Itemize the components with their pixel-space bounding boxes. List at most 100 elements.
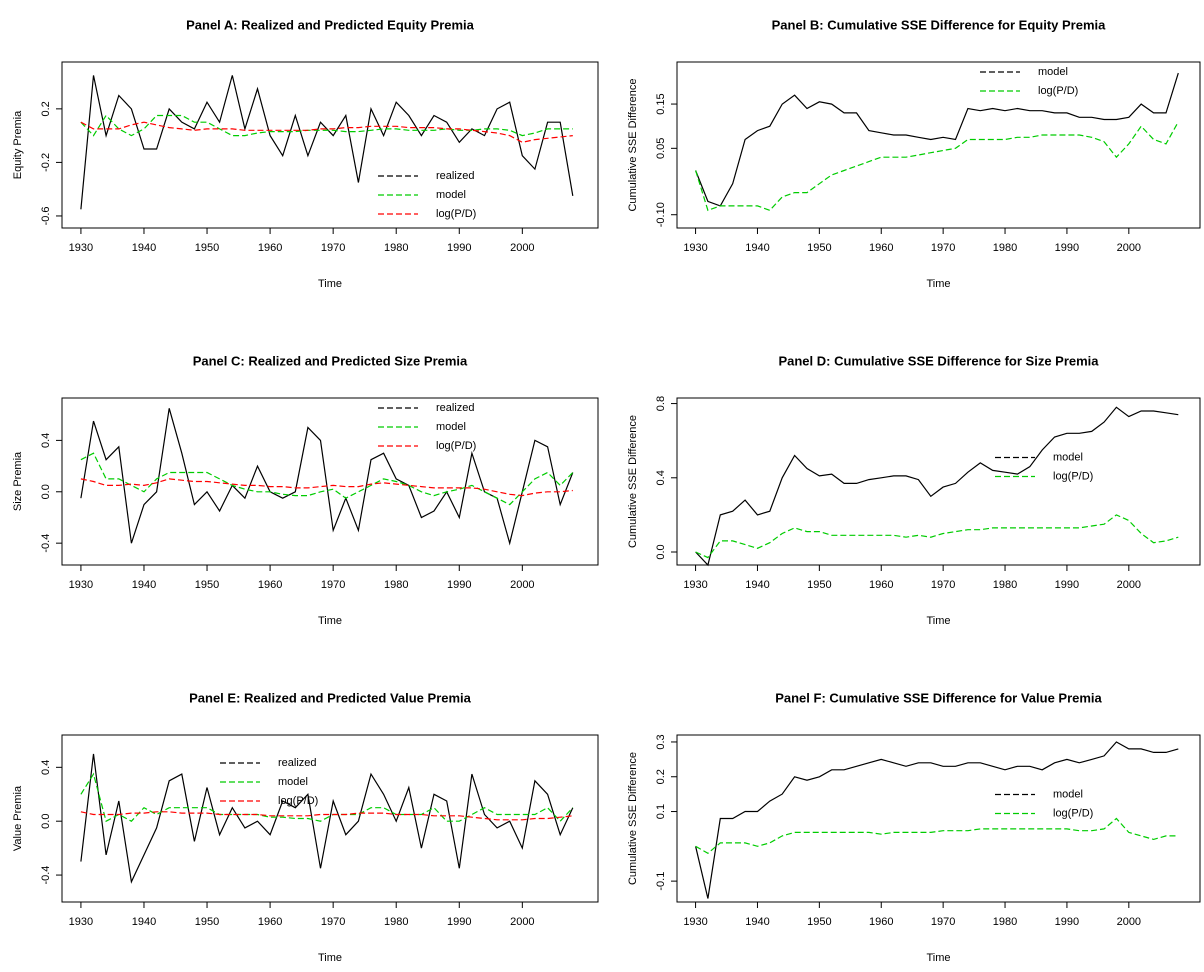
x-axis-label: Time bbox=[926, 952, 950, 964]
x-axis-label: Time bbox=[318, 952, 342, 964]
legend-label: realized bbox=[436, 170, 475, 182]
x-tick-label: 1970 bbox=[321, 579, 345, 591]
panel-title: Panel D: Cumulative SSE Difference for S… bbox=[778, 353, 1099, 368]
x-tick-label: 1960 bbox=[258, 916, 282, 928]
y-tick-label: -0.2 bbox=[40, 153, 52, 172]
series-line bbox=[80, 753, 574, 884]
panel: Panel F: Cumulative SSE Difference for V… bbox=[627, 690, 1201, 964]
y-tick-label: 0.4 bbox=[40, 433, 52, 448]
x-tick-label: 1990 bbox=[447, 242, 471, 254]
legend-label: log(P/D) bbox=[436, 440, 476, 452]
y-tick-label: -0.4 bbox=[40, 866, 52, 885]
y-tick-label: 0.0 bbox=[40, 814, 52, 829]
x-tick-label: 1960 bbox=[869, 916, 893, 928]
x-tick-label: 1940 bbox=[132, 579, 156, 591]
legend-label: realized bbox=[436, 402, 475, 414]
series-line bbox=[80, 478, 573, 497]
x-tick-label: 1980 bbox=[384, 579, 408, 591]
panel: Panel D: Cumulative SSE Difference for S… bbox=[627, 353, 1201, 627]
y-tick-label: 0.4 bbox=[40, 760, 52, 775]
legend-label: model bbox=[1053, 788, 1083, 800]
x-tick-label: 1990 bbox=[1055, 579, 1079, 591]
x-tick-label: 1990 bbox=[1055, 242, 1079, 254]
x-tick-label: 1940 bbox=[745, 916, 769, 928]
plot-frame bbox=[61, 61, 599, 229]
series-line bbox=[80, 811, 573, 821]
y-tick-label: 0.05 bbox=[655, 138, 667, 159]
x-tick-label: 2000 bbox=[1117, 916, 1141, 928]
x-axis-label: Time bbox=[318, 278, 342, 290]
series-line bbox=[695, 817, 1179, 855]
x-tick-label: 1940 bbox=[745, 579, 769, 591]
series-line bbox=[695, 72, 1179, 207]
series-line bbox=[80, 452, 574, 506]
x-tick-label: 1970 bbox=[931, 242, 955, 254]
panel-title: Panel B: Cumulative SSE Difference for E… bbox=[772, 17, 1107, 32]
x-tick-label: 1950 bbox=[807, 242, 831, 254]
legend-label: realized bbox=[278, 757, 317, 769]
x-tick-label: 1970 bbox=[321, 916, 345, 928]
y-axis-label: Value Premia bbox=[12, 785, 24, 851]
legend-label: model bbox=[1053, 451, 1083, 463]
legend-label: log(P/D) bbox=[1053, 470, 1093, 482]
x-tick-label: 1970 bbox=[931, 916, 955, 928]
y-tick-label: 0.8 bbox=[655, 396, 667, 411]
series-line bbox=[695, 121, 1179, 212]
x-tick-label: 1950 bbox=[195, 242, 219, 254]
x-tick-label: 1930 bbox=[683, 242, 707, 254]
y-tick-label: -0.1 bbox=[655, 872, 667, 891]
panel: Panel E: Realized and Predicted Value Pr… bbox=[12, 690, 599, 964]
y-tick-label: 0.1 bbox=[655, 804, 667, 819]
x-tick-label: 1980 bbox=[993, 242, 1017, 254]
series-line bbox=[80, 121, 573, 143]
y-tick-label: 0.4 bbox=[655, 470, 667, 485]
x-tick-label: 1990 bbox=[447, 916, 471, 928]
x-tick-label: 1970 bbox=[321, 242, 345, 254]
plot-frame bbox=[676, 61, 1201, 229]
x-tick-label: 1990 bbox=[447, 579, 471, 591]
x-tick-label: 1980 bbox=[384, 242, 408, 254]
x-tick-label: 1960 bbox=[869, 579, 893, 591]
x-tick-label: 1930 bbox=[69, 579, 93, 591]
y-tick-label: 0.0 bbox=[655, 544, 667, 559]
legend-label: log(P/D) bbox=[278, 795, 318, 807]
legend-label: log(P/D) bbox=[1053, 807, 1093, 819]
y-axis-label: Equity Premia bbox=[12, 110, 24, 179]
plot-frame bbox=[61, 397, 599, 566]
legend-label: model bbox=[278, 776, 308, 788]
x-tick-label: 1950 bbox=[195, 916, 219, 928]
y-axis-label: Cumulative SSE Difference bbox=[627, 78, 639, 211]
panel: Panel B: Cumulative SSE Difference for E… bbox=[627, 17, 1201, 290]
x-tick-label: 1960 bbox=[258, 242, 282, 254]
x-tick-label: 1940 bbox=[745, 242, 769, 254]
x-tick-label: 2000 bbox=[510, 916, 534, 928]
x-tick-label: 1970 bbox=[931, 579, 955, 591]
x-tick-label: 2000 bbox=[1117, 242, 1141, 254]
legend-label: log(P/D) bbox=[436, 208, 476, 220]
x-tick-label: 1940 bbox=[132, 916, 156, 928]
plot-frame bbox=[676, 397, 1201, 566]
y-tick-label: 0.0 bbox=[40, 484, 52, 499]
x-tick-label: 1950 bbox=[807, 579, 831, 591]
x-tick-label: 1950 bbox=[807, 916, 831, 928]
x-axis-label: Time bbox=[926, 615, 950, 627]
y-axis-label: Cumulative SSE Difference bbox=[627, 415, 639, 548]
series-line bbox=[80, 772, 574, 823]
x-tick-label: 1980 bbox=[384, 916, 408, 928]
legend-label: model bbox=[436, 421, 466, 433]
x-tick-label: 1940 bbox=[132, 242, 156, 254]
series-line bbox=[695, 406, 1179, 567]
plot-frame bbox=[676, 734, 1201, 903]
y-tick-label: -0.6 bbox=[40, 206, 52, 225]
panel: Panel C: Realized and Predicted Size Pre… bbox=[12, 353, 599, 627]
series-line bbox=[80, 75, 574, 210]
x-tick-label: 1950 bbox=[195, 579, 219, 591]
x-tick-label: 2000 bbox=[510, 579, 534, 591]
panel-title: Panel A: Realized and Predicted Equity P… bbox=[186, 17, 475, 32]
x-tick-label: 1960 bbox=[258, 579, 282, 591]
legend-label: model bbox=[1038, 66, 1068, 78]
panel-title: Panel E: Realized and Predicted Value Pr… bbox=[189, 690, 472, 705]
series-line bbox=[80, 408, 574, 546]
